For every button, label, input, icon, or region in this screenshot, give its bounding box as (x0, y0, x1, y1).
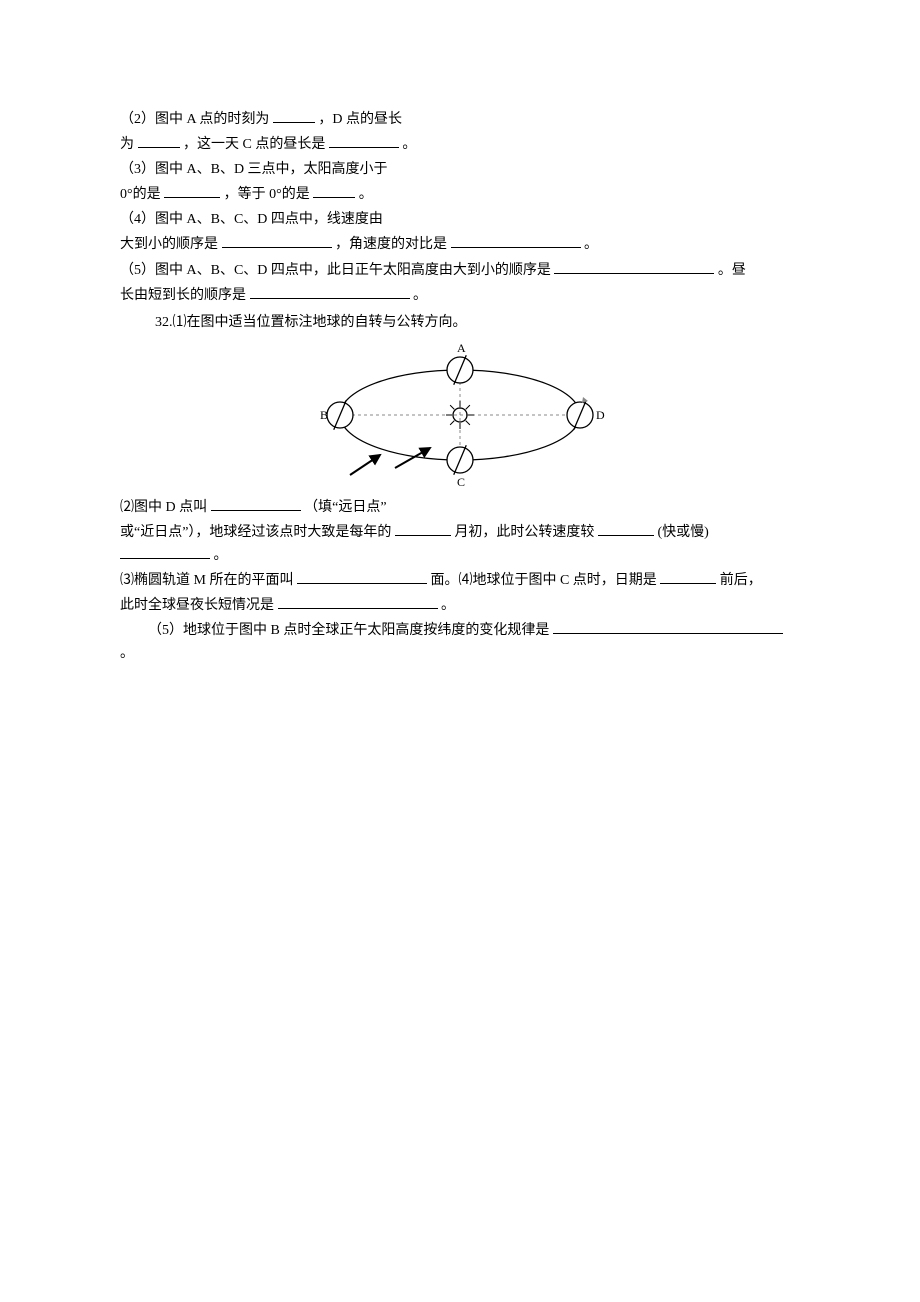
q32-3-text-c: 前后， (720, 573, 762, 588)
q4b-text-c: 。 (584, 237, 598, 252)
q2-line1: （2）图中 A 点的时刻为 ，D 点的昼长 (120, 108, 800, 131)
q2-blank-2[interactable] (138, 147, 180, 148)
q32-5-text-b: 。 (120, 646, 134, 661)
q3b-text-a: 0°的是 (120, 187, 161, 202)
q2b-text-c: 。 (402, 137, 416, 152)
q2-blank-3[interactable] (329, 147, 399, 148)
orbit-diagram-wrap: A B C D (120, 340, 800, 490)
q32-2-text-a: ⑵图中 D 点叫 (120, 500, 207, 515)
q32-3-blank-1[interactable] (297, 583, 427, 584)
q5-line1: （5）图中 A、B、C、D 四点中，此日正午太阳高度由大到小的顺序是 。昼 (120, 259, 800, 282)
svg-text:B: B (320, 408, 328, 422)
q4-blank-2[interactable] (451, 247, 581, 248)
q5-line2: 长由短到长的顺序是 。 (120, 284, 800, 307)
q3-line2: 0°的是 ，等于 0°的是 。 (120, 183, 800, 206)
q32-2b-text-a: 或“近日点”），地球经过该点时大致是每年的 (120, 525, 395, 540)
q4b-text-b: ，角速度的对比是 (335, 237, 447, 252)
q32-2-line1: ⑵图中 D 点叫 （填“远日点” (120, 496, 800, 519)
svg-text:D: D (596, 408, 605, 422)
q2-line2: 为 ，这一天 C 点的昼长是 。 (120, 133, 800, 156)
q4b-text-a: 大到小的顺序是 (120, 237, 218, 252)
q3-blank-1[interactable] (164, 197, 220, 198)
q32-5-blank[interactable] (553, 633, 783, 634)
q4-text-a: （4）图中 A、B、C、D 四点中，线速度由 (120, 212, 383, 227)
q5b-text-a: 长由短到长的顺序是 (120, 288, 246, 303)
q32-2b-text-c: (快或慢) (657, 525, 708, 540)
q32-2-blank-3[interactable] (598, 535, 654, 536)
q5b-text-c: 。 (413, 288, 427, 303)
q5-blank-1[interactable] (554, 273, 714, 274)
q3-line1: （3）图中 A、B、D 三点中，太阳高度小于 (120, 158, 800, 181)
q32-3b-text-b: 。 (441, 598, 455, 613)
q32-1-text: 32.⑴在图中适当位置标注地球的自转与公转方向。 (155, 315, 467, 330)
q2-blank-1[interactable] (273, 122, 315, 123)
q2b-text-b: ，这一天 C 点的昼长是 (183, 137, 325, 152)
q32-5-text-a: （5）地球位于图中 B 点时全球正午太阳高度按纬度的变化规律是 (148, 623, 549, 638)
q32-1-line: 32.⑴在图中适当位置标注地球的自转与公转方向。 (120, 311, 800, 334)
q32-3-text-b: 面。⑷地球位于图中 C 点时，日期是 (430, 573, 656, 588)
q32-2b-text-d: 。 (214, 548, 228, 563)
q2b-text-a: 为 (120, 137, 134, 152)
q3b-text-b: ，等于 0°的是 (224, 187, 310, 202)
q2-text-b: ，D 点的昼长 (318, 112, 402, 127)
q32-2-blank-1[interactable] (211, 510, 301, 511)
q3b-text-c: 。 (359, 187, 373, 202)
q2-text-a: （2）图中 A 点的时刻为 (120, 112, 269, 127)
q32-3-blank-3[interactable] (278, 608, 438, 609)
q4-line1: （4）图中 A、B、C、D 四点中，线速度由 (120, 208, 800, 231)
q32-3-line2: 此时全球昼夜长短情况是 。 (120, 594, 800, 617)
q4-line2: 大到小的顺序是 ，角速度的对比是 。 (120, 233, 800, 256)
q32-3-text-a: ⑶椭圆轨道 M 所在的平面叫 (120, 573, 293, 588)
q3-blank-2[interactable] (313, 197, 355, 198)
q32-2-blank-4[interactable] (120, 558, 210, 559)
q5-text-b: 。昼 (718, 263, 746, 278)
q32-2-text-b: （填“远日点” (304, 500, 386, 515)
q3-text-a: （3）图中 A、B、D 三点中，太阳高度小于 (120, 162, 388, 177)
svg-text:A: A (457, 341, 466, 355)
q32-3-line1: ⑶椭圆轨道 M 所在的平面叫 面。⑷地球位于图中 C 点时，日期是 前后， (120, 569, 800, 592)
q32-2-line2: 或“近日点”），地球经过该点时大致是每年的 月初，此时公转速度较 (快或慢) 。 (120, 521, 800, 567)
q32-2b-text-b: 月初，此时公转速度较 (454, 525, 594, 540)
q32-3-blank-2[interactable] (660, 583, 716, 584)
q32-5-line: （5）地球位于图中 B 点时全球正午太阳高度按纬度的变化规律是 。 (120, 619, 800, 665)
q5-text-a: （5）图中 A、B、C、D 四点中，此日正午太阳高度由大到小的顺序是 (120, 263, 551, 278)
svg-text:C: C (457, 475, 465, 489)
q32-2-blank-2[interactable] (395, 535, 451, 536)
q4-blank-1[interactable] (222, 247, 332, 248)
q5-blank-2[interactable] (250, 298, 410, 299)
orbit-diagram: A B C D (300, 340, 620, 490)
q32-3b-text-a: 此时全球昼夜长短情况是 (120, 598, 274, 613)
